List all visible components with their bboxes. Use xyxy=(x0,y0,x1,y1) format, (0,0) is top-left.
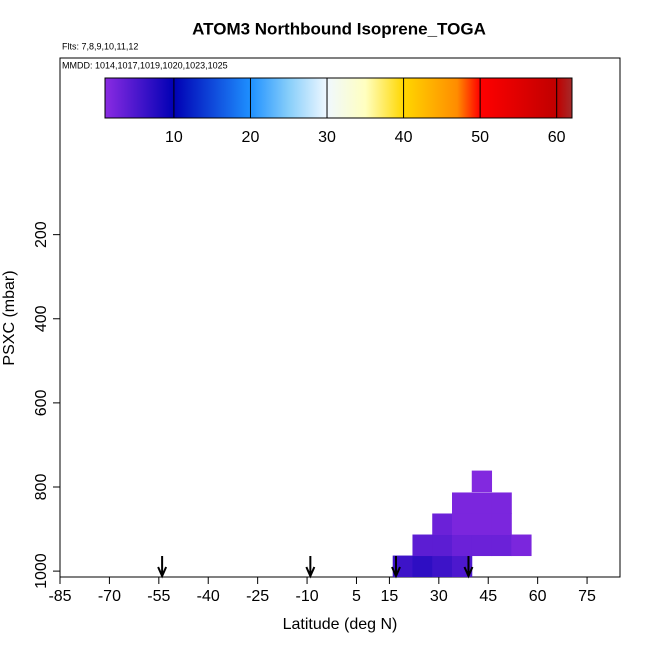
x-tick-label: -25 xyxy=(246,588,269,605)
x-tick-label: -70 xyxy=(98,588,121,605)
flight-marker xyxy=(305,556,316,579)
flight-marker xyxy=(463,556,474,579)
cell xyxy=(511,534,532,557)
cell xyxy=(491,492,512,514)
cell xyxy=(452,534,473,557)
y-tick-label: 600 xyxy=(33,389,50,416)
x-tick-label: -10 xyxy=(295,588,318,605)
cell xyxy=(491,513,512,536)
x-tick-label: -85 xyxy=(48,588,71,605)
cell xyxy=(471,492,493,514)
x-tick-label: 30 xyxy=(430,588,448,605)
y-tick-label: 1000 xyxy=(33,553,50,589)
x-tick-label: 75 xyxy=(578,588,596,605)
cell xyxy=(452,492,473,514)
flight-marker xyxy=(157,556,168,579)
x-tick-label: 5 xyxy=(352,588,361,605)
flight-marker xyxy=(391,556,401,579)
colorbar-tick-label: 50 xyxy=(471,129,489,146)
annotation: MMDD: 1014,1017,1019,1020,1023,1025 xyxy=(62,60,228,70)
colorbar-tick-label: 10 xyxy=(165,129,183,146)
x-tick-label: -55 xyxy=(147,588,170,605)
x-tick-label: 45 xyxy=(479,588,497,605)
cell xyxy=(471,513,493,536)
colorbar-tick-label: 30 xyxy=(318,129,336,146)
cell xyxy=(432,513,453,536)
colorbar xyxy=(104,77,573,119)
annotation: Flts: 7,8,9,10,11,12 xyxy=(62,41,138,51)
cell xyxy=(471,470,493,493)
x-axis-label: Latitude (deg N) xyxy=(283,616,398,633)
cell xyxy=(471,534,493,557)
chart-title: ATOM3 Northbound Isoprene_TOGA xyxy=(192,19,486,38)
colorbar-tick-label: 40 xyxy=(395,129,413,146)
cell xyxy=(491,534,512,557)
cell xyxy=(432,534,453,557)
y-tick-label: 200 xyxy=(33,221,50,248)
y-axis-label: PSXC (mbar) xyxy=(1,270,18,365)
cell xyxy=(432,555,453,578)
y-tick-label: 800 xyxy=(33,474,50,501)
plot-frame xyxy=(59,57,621,578)
colorbar-tick-label: 20 xyxy=(242,129,260,146)
x-tick-label: 15 xyxy=(381,588,399,605)
y-tick-label: 400 xyxy=(33,305,50,332)
x-tick-label: 60 xyxy=(529,588,547,605)
x-tick-label: -40 xyxy=(197,588,220,605)
colorbar-tick-label: 60 xyxy=(548,129,566,146)
cell xyxy=(412,555,433,578)
cell xyxy=(452,513,473,536)
cell xyxy=(412,534,433,557)
